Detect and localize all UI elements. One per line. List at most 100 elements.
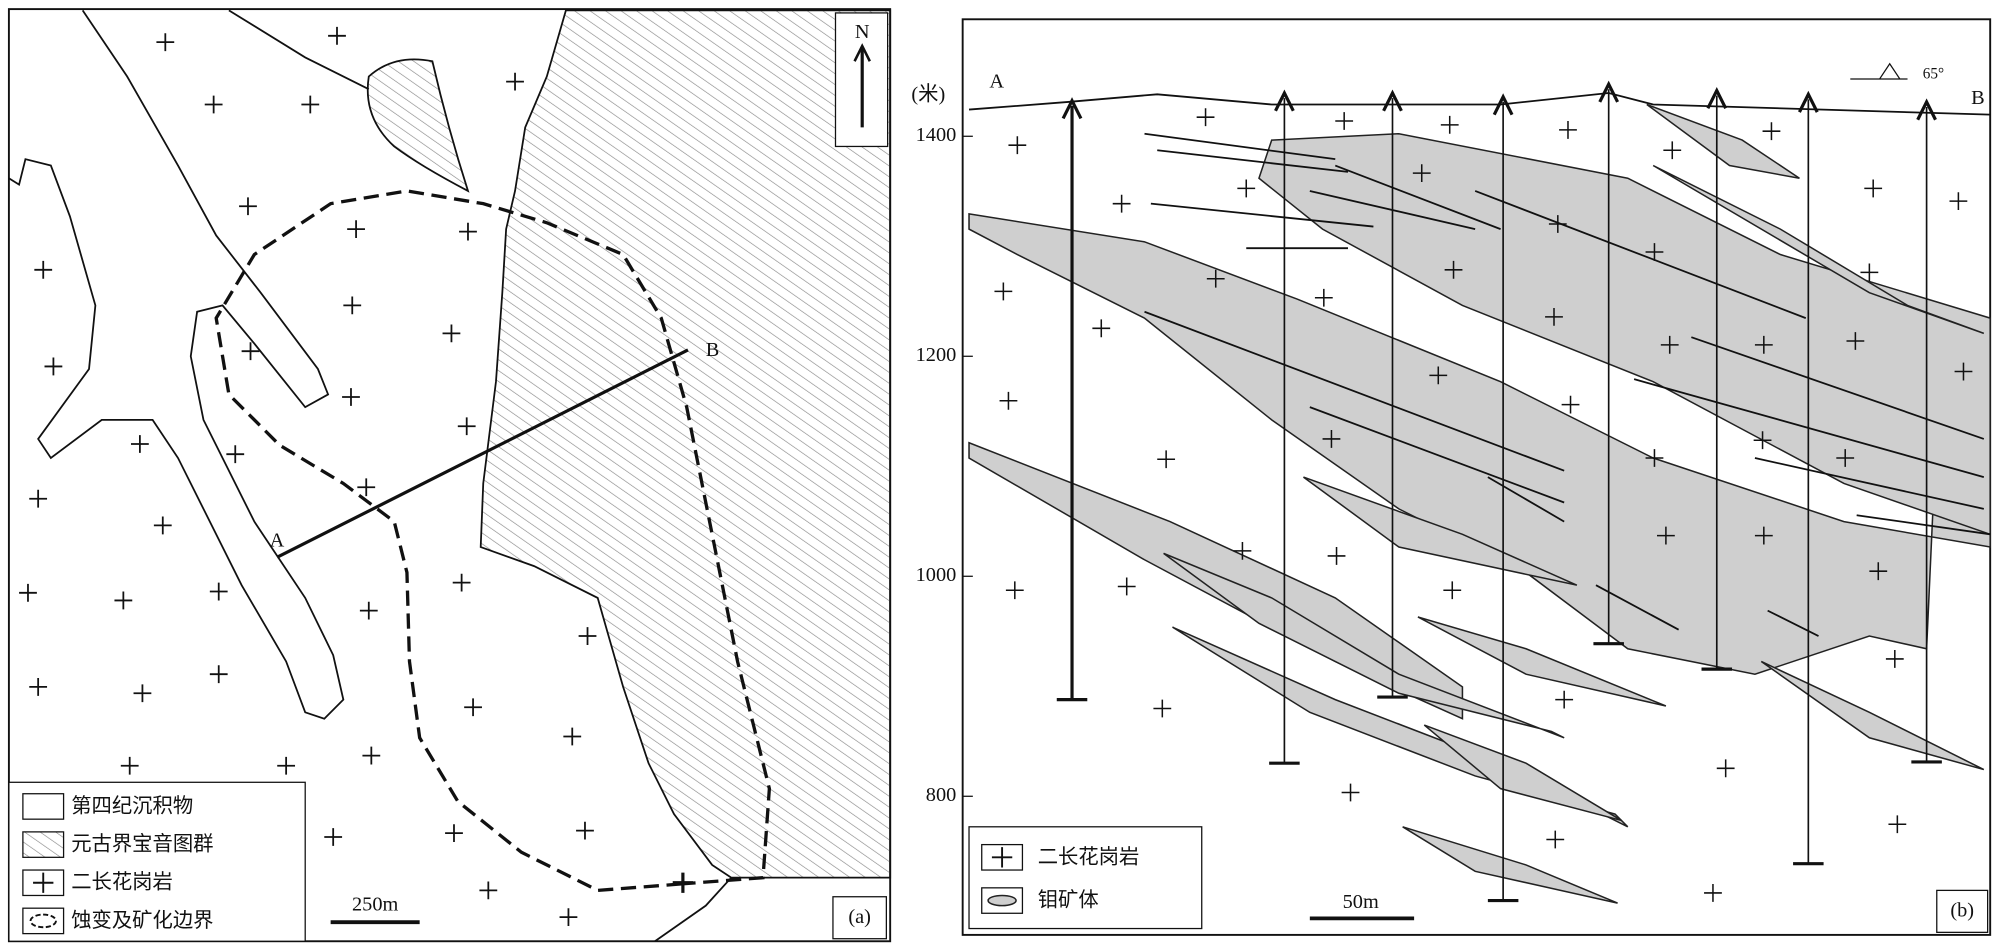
granite-symbol — [1753, 431, 1772, 450]
granite-symbol — [1949, 192, 1968, 211]
ore-body — [1163, 552, 1565, 739]
section-label: A — [989, 71, 1004, 93]
granite-symbol — [1663, 141, 1682, 160]
granite-symbol — [1716, 759, 1735, 778]
drill-head — [1798, 90, 1819, 113]
granite-symbol — [1869, 562, 1888, 581]
granite-symbol — [1005, 581, 1024, 600]
legend-label: 第四纪沉积物 — [71, 794, 193, 817]
granite-symbol — [1412, 164, 1431, 183]
scale-label: 250m — [352, 893, 398, 915]
granite-symbol — [1322, 430, 1341, 448]
alteration-boundary — [214, 189, 772, 893]
granite-symbol — [1645, 449, 1664, 467]
granite-symbol — [1561, 395, 1580, 414]
drill-head — [1274, 89, 1295, 112]
granite-symbol — [19, 583, 37, 602]
legend-label: 元古界宝音图群 — [71, 833, 213, 856]
granite-symbol — [1860, 263, 1879, 282]
legend-swatch — [33, 872, 54, 893]
section-label: B — [706, 339, 720, 361]
drill-head — [1916, 98, 1937, 121]
granite-symbol — [1233, 541, 1252, 560]
granite-symbol — [1196, 108, 1215, 127]
granite-symbol — [1762, 122, 1781, 141]
drill-head — [1382, 89, 1403, 112]
granite-symbol — [1704, 884, 1722, 902]
map-panel: A B N 第四纪沉积物 元古界宝音图群 二长花岗岩 蚀变及矿化边界 250m … — [7, 8, 892, 943]
granite-symbol — [1440, 115, 1459, 134]
y-tick-label: 800 — [926, 784, 957, 806]
granite-symbol — [1885, 650, 1904, 668]
granite-symbol — [34, 260, 53, 279]
granite-symbol — [1157, 450, 1176, 469]
ore-body — [968, 212, 1991, 675]
panel-label: (b) — [1950, 900, 1974, 922]
granite-symbol — [442, 324, 461, 343]
granite-symbol — [1660, 335, 1679, 354]
granite-symbol — [994, 282, 1013, 301]
granite-symbol — [506, 72, 524, 91]
dip-label: 65° — [1923, 66, 1944, 83]
granite-symbol — [130, 435, 149, 453]
granite-symbol — [347, 220, 365, 239]
section-line — [276, 348, 689, 559]
granite-symbol — [1008, 136, 1027, 155]
granite-symbol — [343, 296, 362, 315]
ore-body — [1760, 660, 1985, 771]
y-tick-label: 1200 — [916, 344, 957, 366]
y-unit: (米) — [911, 82, 945, 105]
granite-symbol — [1954, 362, 1973, 381]
proterozoic-island — [366, 58, 470, 193]
quaternary-outline — [228, 9, 370, 91]
drill-holes — [1056, 80, 1942, 903]
granite-symbol — [114, 591, 133, 610]
panel-label: (a) — [848, 906, 871, 928]
granite-symbol — [44, 357, 63, 376]
granite-symbol — [1864, 179, 1883, 198]
granite-symbol — [29, 489, 48, 508]
granite-symbol — [459, 222, 477, 241]
granite-symbol — [1888, 815, 1907, 834]
granite-symbol — [479, 881, 498, 900]
granite-symbol — [1836, 449, 1855, 467]
scale-label: 50m — [1343, 891, 1379, 913]
granite-symbol — [464, 698, 482, 717]
north-arrow — [853, 43, 871, 62]
quaternary-outline — [8, 9, 345, 720]
panel-box — [832, 896, 887, 940]
y-tick-label: 1400 — [916, 124, 957, 146]
granite-symbol — [576, 821, 594, 840]
ore-body — [1646, 103, 1800, 179]
granite-symbol — [241, 342, 260, 361]
legend-label: 二长花岗岩 — [1038, 845, 1140, 868]
granite-symbol — [1314, 288, 1333, 307]
y-axis: 1400 1200 1000 800 — [916, 124, 973, 806]
granite-symbol — [133, 684, 152, 703]
granite-symbol — [209, 665, 228, 684]
legend-label: 二长花岗岩 — [71, 871, 173, 894]
granite-symbol — [1559, 121, 1577, 139]
granite-symbol — [1092, 319, 1111, 338]
granite-symbol — [1341, 783, 1360, 802]
granite-symbol — [29, 678, 48, 696]
section-label: A — [270, 530, 285, 552]
granite-symbol — [457, 417, 476, 436]
granite-symbol — [209, 582, 228, 601]
granite-symbol — [1754, 526, 1773, 545]
granite-symbol — [156, 33, 175, 52]
granite-symbol — [357, 478, 376, 497]
granite-symbol — [1645, 243, 1664, 261]
granite-symbol — [1545, 307, 1563, 326]
drill-head — [1706, 86, 1728, 110]
granite-symbol — [120, 756, 139, 775]
granite-symbol — [359, 601, 378, 620]
granite-symbol — [559, 908, 578, 926]
legend-swatch — [22, 907, 65, 935]
granite-symbol — [1237, 179, 1256, 198]
granite-symbol — [1443, 581, 1462, 600]
legend-swatch — [22, 793, 65, 820]
y-tick-label: 1000 — [916, 564, 957, 586]
granite-symbol — [578, 627, 597, 645]
